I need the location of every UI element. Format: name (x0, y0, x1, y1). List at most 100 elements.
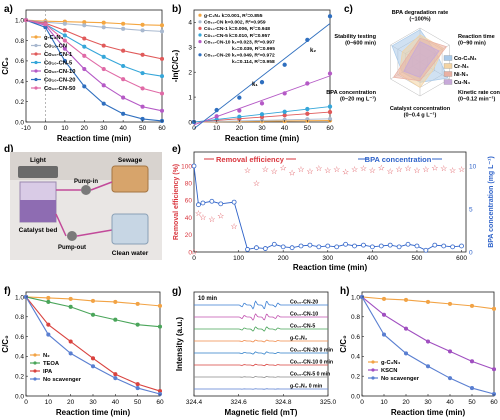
f-xtick-2: 20 (67, 399, 75, 406)
e-removal-star-12: ☆ (297, 165, 304, 174)
c-legend-swatch-2 (443, 71, 453, 77)
f-ytick-3: 0.6 (15, 334, 24, 341)
a-point-2-3 (82, 36, 87, 41)
a-xtick-0: -10 (21, 125, 31, 132)
h-ytick-0: 0.0 (351, 393, 360, 400)
f-ylabel: C/C₀ (1, 335, 10, 353)
h-legend-marker-0 (371, 360, 375, 364)
a-point-0-6 (140, 22, 145, 27)
e-removal-star-8: ☆ (262, 165, 269, 174)
a-point-5-2 (62, 58, 67, 63)
c-legend-swatch-1 (443, 63, 453, 69)
a-point-6-5 (121, 77, 126, 82)
a-point-1-6 (140, 28, 145, 33)
panel-e-label: e) (172, 144, 181, 155)
e-conc-point-5 (231, 199, 237, 205)
e-ytick-left-2: 40 (185, 215, 193, 222)
c-legend-label-3: Cu-N₄ (454, 80, 470, 86)
g-xtick-1: 324.6 (231, 399, 248, 406)
e-ytick-right-0: 0 (469, 249, 473, 256)
a-point-2-5 (121, 48, 126, 53)
b-legend-marker-0 (198, 13, 202, 17)
b-fit-line-4 (193, 75, 331, 126)
photo-label-pump-in: Pump-in (74, 179, 98, 185)
f-point-1-4 (113, 317, 118, 322)
a-series-line-5 (25, 19, 163, 122)
g-trace-4 (194, 351, 328, 355)
f-legend-label-1: TEOA (43, 361, 60, 367)
c-axis-label-4: BPA concentration (0~20 mg L⁻¹) (326, 90, 376, 103)
g-xlabel: Magnetic field (mT) (225, 408, 298, 417)
b-ytick-2: 2 (188, 70, 192, 77)
h-point-1-6 (491, 367, 497, 372)
h-legend-label-1: KSCN (381, 368, 397, 374)
a-ytick-5: 1.0 (15, 17, 24, 24)
a-point-6-7 (159, 91, 165, 96)
c-axis-label-1: Reaction time (0~90 min) (458, 34, 495, 47)
c-series-area-3 (403, 41, 440, 78)
e-removal-star-10: ☆ (280, 163, 287, 172)
e-conc-point-17 (343, 241, 349, 247)
b-fit-line-5 (193, 23, 331, 130)
f-xtick-3: 30 (89, 399, 97, 406)
e-conc-point-16 (334, 244, 340, 250)
b-xtick-0: 0 (192, 125, 196, 132)
e-xlabel: Reaction time (min) (293, 263, 368, 272)
g-trace-label-6: Co₁₀-CN-5 0 min (290, 372, 330, 378)
a-series-line-3 (25, 19, 163, 77)
f-xtick-1: 10 (45, 399, 53, 406)
f-ytick-0: 0.0 (15, 393, 24, 400)
e-conc-point-4 (218, 201, 224, 207)
e-removal-star-26: ☆ (422, 165, 429, 174)
h-xtick-3: 30 (424, 399, 432, 406)
e-ytick-left-1: 20 (185, 232, 193, 239)
h-point-2-2 (403, 351, 409, 356)
a-point-1-4 (101, 25, 106, 30)
pump-in (81, 185, 91, 195)
h-xtick-4: 40 (446, 399, 454, 406)
a-xlabel: Reaction time (min) (57, 134, 132, 143)
a-ytick-3: 0.6 (15, 58, 24, 65)
a-xtick-6: 50 (139, 125, 147, 132)
b-point-5-2 (237, 95, 242, 100)
e-conc-point-9 (271, 241, 277, 247)
a-point-3-3 (82, 44, 87, 49)
g-trace-2 (194, 326, 328, 332)
h-point-0-6 (491, 306, 497, 311)
h-ytick-1: 0.2 (351, 373, 360, 380)
e-removal-star-24: ☆ (404, 164, 411, 173)
f-legend-label-3: No scavenger (43, 377, 82, 383)
b-xtick-1: 10 (213, 125, 221, 132)
c-legend-swatch-3 (443, 79, 453, 85)
b-legend-label-7: k₂=0.114, R²=0.958 (232, 59, 275, 65)
c-axis-label-2: Kinetic rate constant(0~0.12 min⁻¹) (458, 90, 500, 103)
h-xlabel: Reaction time (min) (391, 408, 466, 417)
h-point-1-2 (403, 326, 409, 331)
b-legend-label-3: Co₁₀-CN-5 k=0.010, R²=0.957 (204, 33, 270, 39)
e-conc-point-27 (432, 242, 438, 248)
c-axis-label-3: Catalyst concentration (0~0.4 g L⁻¹) (390, 106, 451, 119)
e-xtick-1: 100 (233, 255, 244, 262)
h-point-1-5 (469, 359, 475, 364)
a-series-line-2 (25, 19, 163, 60)
e-removal-star-27: ☆ (431, 163, 438, 172)
catalyst-bed (20, 200, 56, 222)
e-removal-star-2: ☆ (199, 213, 206, 222)
h-xtick-5: 50 (468, 399, 476, 406)
a-point-3-2 (62, 33, 67, 38)
e-conc-point-8 (262, 246, 268, 251)
e-removal-star-28: ☆ (440, 164, 447, 173)
a-point-4-3 (82, 67, 87, 72)
a-point-5-4 (101, 101, 106, 106)
a-point-3-6 (140, 71, 145, 76)
a-point-6-4 (101, 67, 106, 72)
b-xtick-2: 20 (236, 125, 244, 132)
e-xtick-0: 0 (192, 255, 196, 262)
h-point-2-1 (381, 332, 387, 337)
b-legend-label-2: Co₁₀-CN-1 k=0.006, R²=0.948 (204, 26, 270, 32)
b-ytick-4: 4 (188, 20, 192, 27)
a-point-4-5 (121, 95, 126, 100)
e-ylabel-left: Removal efficiency (%) (173, 164, 180, 240)
b-point-4-3 (259, 101, 265, 106)
